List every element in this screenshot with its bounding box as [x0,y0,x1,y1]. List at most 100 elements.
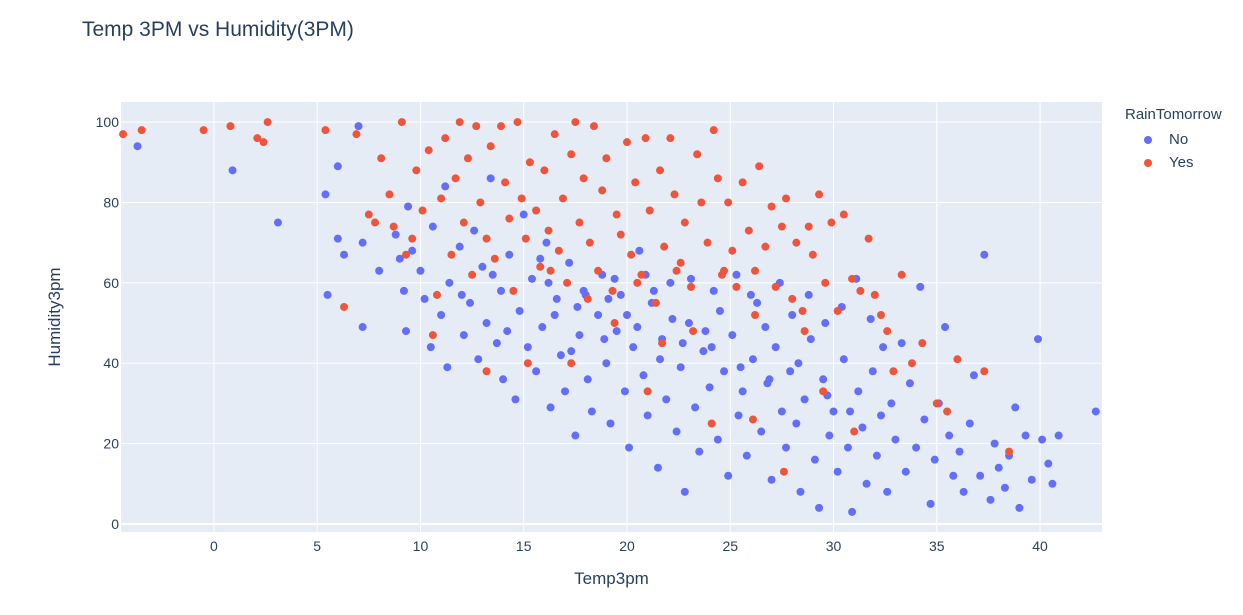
data-point-no[interactable] [767,475,776,484]
data-point-no[interactable] [1091,407,1100,416]
data-point-no[interactable] [552,294,561,303]
data-point-no[interactable] [687,274,696,283]
data-point-no[interactable] [625,443,634,452]
legend-item-no[interactable]: No [1125,128,1222,151]
data-point-yes[interactable] [408,234,417,243]
data-point-no[interactable] [1000,483,1009,492]
data-point-no[interactable] [519,210,528,219]
data-point-no[interactable] [594,310,603,319]
data-point-no[interactable] [887,399,896,408]
data-point-no[interactable] [515,306,524,315]
data-point-yes[interactable] [476,198,485,207]
data-point-no[interactable] [825,431,834,440]
data-point-yes[interactable] [594,266,603,275]
data-point-yes[interactable] [616,230,625,239]
data-point-no[interactable] [734,411,743,420]
data-point-no[interactable] [796,487,805,496]
data-point-yes[interactable] [687,282,696,291]
data-point-no[interactable] [930,455,939,464]
data-point-yes[interactable] [468,270,477,279]
data-point-no[interactable] [1027,475,1036,484]
data-point-yes[interactable] [833,306,842,315]
data-point-yes[interactable] [848,274,857,283]
data-point-no[interactable] [848,507,857,516]
data-point-no[interactable] [955,447,964,456]
data-point-yes[interactable] [575,218,584,227]
data-point-no[interactable] [794,359,803,368]
data-point-no[interactable] [404,202,413,211]
data-point-no[interactable] [732,270,741,279]
data-point-yes[interactable] [800,327,809,336]
data-point-yes[interactable] [451,174,460,183]
data-point-no[interactable] [804,290,813,299]
data-point-yes[interactable] [523,359,532,368]
data-point-no[interactable] [854,387,863,396]
data-point-yes[interactable] [567,150,576,159]
legend-item-yes[interactable]: Yes [1125,151,1222,174]
data-point-no[interactable] [705,383,714,392]
data-point-yes[interactable] [761,242,770,251]
data-point-yes[interactable] [666,134,675,143]
data-point-yes[interactable] [932,399,941,408]
data-point-yes[interactable] [676,258,685,267]
data-point-no[interactable] [777,407,786,416]
data-point-yes[interactable] [788,294,797,303]
data-point-no[interactable] [656,355,665,364]
data-point-yes[interactable] [558,194,567,203]
data-point-yes[interactable] [627,250,636,259]
data-point-yes[interactable] [751,266,760,275]
data-point-yes[interactable] [544,226,553,235]
data-point-yes[interactable] [622,138,631,147]
data-point-no[interactable] [573,302,582,311]
data-point-no[interactable] [228,166,237,175]
data-point-no[interactable] [872,451,881,460]
data-point-no[interactable] [575,331,584,340]
data-point-yes[interactable] [550,130,559,139]
data-point-no[interactable] [728,331,737,340]
data-point-no[interactable] [678,339,687,348]
data-point-no[interactable] [505,250,514,259]
data-point-yes[interactable] [513,118,522,127]
data-point-no[interactable] [402,327,411,336]
data-point-no[interactable] [538,323,547,332]
data-point-no[interactable] [883,487,892,496]
data-point-no[interactable] [713,435,722,444]
data-point-no[interactable] [746,290,755,299]
data-point-yes[interactable] [521,234,530,243]
data-point-no[interactable] [635,246,644,255]
data-point-no[interactable] [662,395,671,404]
data-point-no[interactable] [786,367,795,376]
data-point-no[interactable] [680,487,689,496]
data-point-no[interactable] [926,499,935,508]
data-point-yes[interactable] [1005,447,1014,456]
data-point-yes[interactable] [482,234,491,243]
data-point-yes[interactable] [697,198,706,207]
data-point-yes[interactable] [321,126,330,135]
data-point-no[interactable] [550,310,559,319]
data-point-no[interactable] [604,294,613,303]
data-point-no[interactable] [821,319,830,328]
data-point-no[interactable] [523,343,532,352]
data-point-no[interactable] [846,407,855,416]
data-point-yes[interactable] [656,166,665,175]
data-point-yes[interactable] [501,178,510,187]
data-point-no[interactable] [920,415,929,424]
data-point-yes[interactable] [839,210,848,219]
data-point-no[interactable] [428,222,437,231]
data-point-yes[interactable] [459,218,468,227]
data-point-no[interactable] [990,439,999,448]
data-point-no[interactable] [699,347,708,356]
data-point-no[interactable] [499,375,508,384]
data-point-yes[interactable] [808,250,817,259]
data-point-no[interactable] [691,403,700,412]
data-point-no[interactable] [843,443,852,452]
data-point-yes[interactable] [546,266,555,275]
data-point-no[interactable] [1021,431,1030,440]
data-point-no[interactable] [676,363,685,372]
data-point-yes[interactable] [755,162,764,171]
data-point-yes[interactable] [720,266,729,275]
data-point-no[interactable] [736,363,745,372]
data-point-no[interactable] [715,306,724,315]
data-point-yes[interactable] [744,226,753,235]
data-point-yes[interactable] [432,290,441,299]
